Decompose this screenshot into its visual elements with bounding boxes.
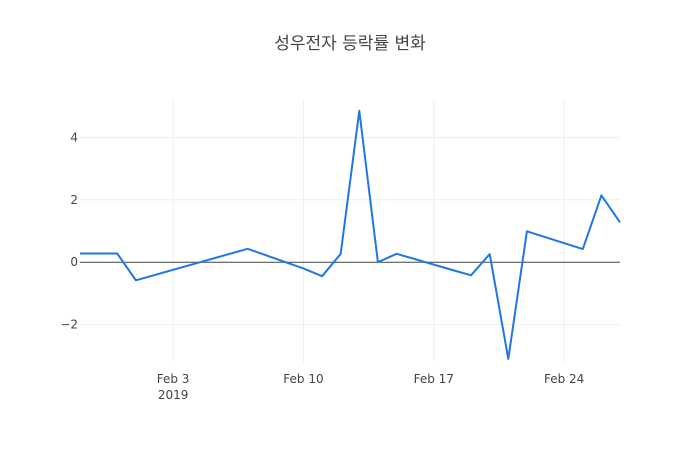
y-axis-ticks: −2 0 2 4 xyxy=(60,130,78,331)
y-tick-label: 4 xyxy=(70,130,78,144)
y-tick-label: 0 xyxy=(70,255,78,269)
x-tick-year-label: 2019 xyxy=(158,388,189,402)
series-line xyxy=(80,109,621,360)
series-layer xyxy=(80,109,621,360)
grid-lines xyxy=(80,100,620,362)
x-tick-label: Feb 3 xyxy=(157,372,190,386)
y-tick-label: 2 xyxy=(70,193,78,207)
x-tick-label: Feb 10 xyxy=(283,372,323,386)
x-axis-ticks: Feb 3 2019 Feb 10 Feb 17 Feb 24 xyxy=(157,372,585,402)
x-tick-label: Feb 17 xyxy=(414,372,454,386)
chart-title: 성우전자 등락률 변화 xyxy=(274,34,426,54)
x-tick-label: Feb 24 xyxy=(544,372,584,386)
y-tick-label: −2 xyxy=(60,318,78,332)
